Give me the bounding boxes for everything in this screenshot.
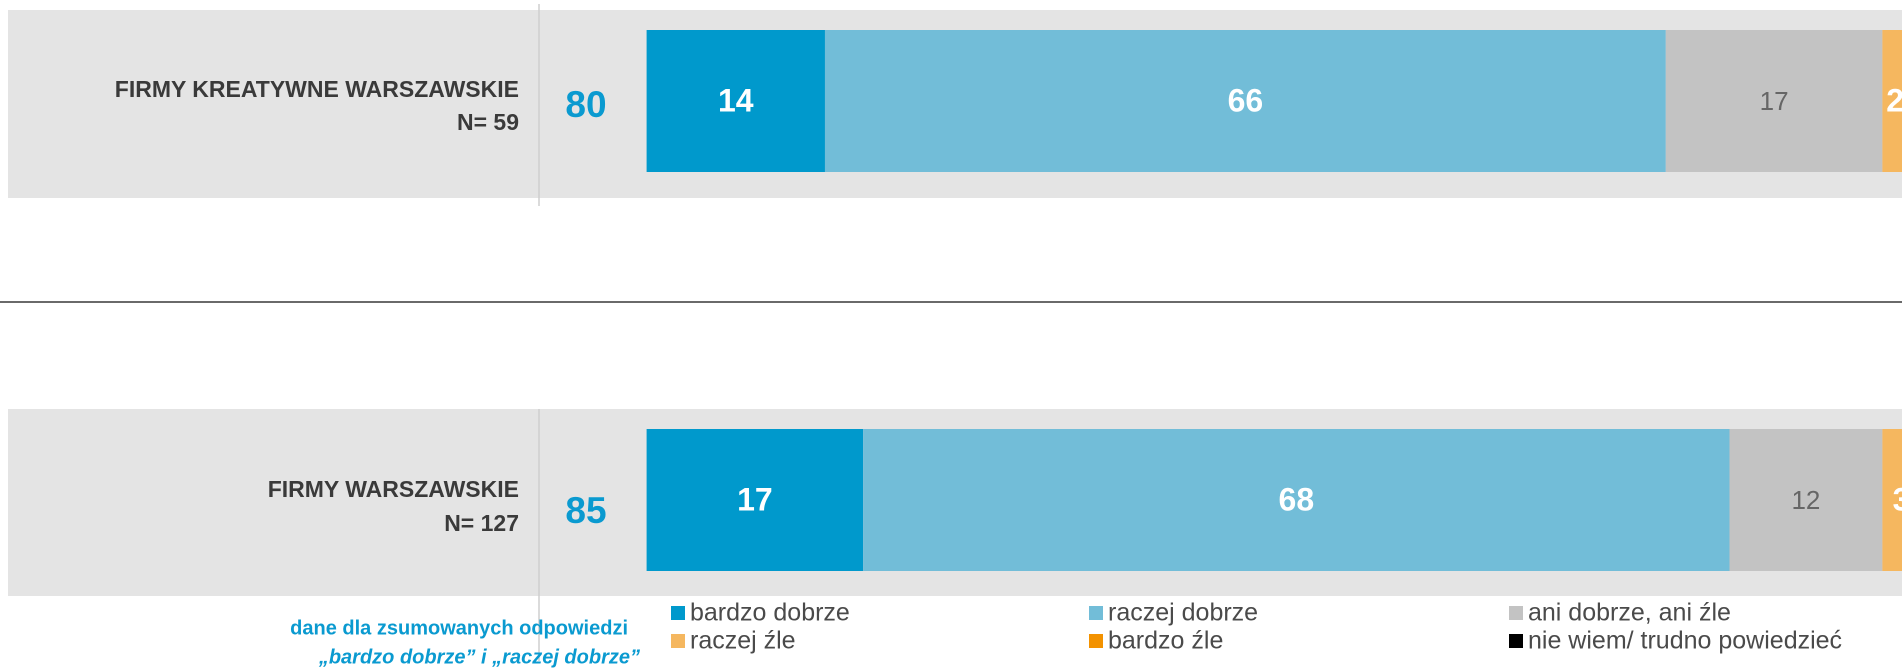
- bar-segment: [863, 429, 1730, 571]
- data-label: 14: [718, 82, 754, 118]
- bar-segment: [646, 30, 825, 172]
- note: „bardzo dobrze” i „raczej dobrze”: [318, 646, 640, 668]
- legend-swatch: [671, 606, 685, 620]
- note: dane dla zsumowanych odpowiedzi: [290, 617, 628, 639]
- bar-segment: [1729, 429, 1883, 571]
- data-label: 17: [737, 481, 773, 517]
- legend-label: ani dobrze, ani źle: [1528, 599, 1731, 627]
- bar-segment: [1882, 30, 1902, 172]
- legend-label: nie wiem/ trudno powiedzieć: [1528, 627, 1842, 655]
- category-label: FIRMY WARSZAWSKIE: [268, 476, 519, 502]
- legend-swatch: [1509, 634, 1523, 648]
- legend-label: bardzo źle: [1108, 627, 1223, 655]
- legend-swatch: [1509, 606, 1523, 620]
- legend-label: raczej źle: [690, 627, 796, 655]
- category-label: FIRMY KREATYWNE WARSZAWSKIE: [115, 76, 519, 102]
- bar-segment: [1882, 429, 1902, 571]
- n-label: N= 127: [444, 510, 519, 536]
- legend-swatch: [1089, 634, 1103, 648]
- bar-segment: [824, 30, 1666, 172]
- total-label: 80: [565, 84, 606, 125]
- data-label: 68: [1279, 481, 1315, 517]
- total-label: 85: [565, 490, 606, 531]
- data-label: 3: [1893, 481, 1902, 517]
- n-label: N= 59: [457, 109, 519, 135]
- data-label: 12: [1791, 485, 1820, 515]
- bar-segment: [646, 429, 864, 571]
- legend-swatch: [1089, 606, 1103, 620]
- data-label: 2: [1886, 82, 1902, 118]
- bar-segment: [1665, 30, 1883, 172]
- legend-label: bardzo dobrze: [690, 599, 850, 627]
- legend-swatch: [671, 634, 685, 648]
- data-label: 66: [1228, 82, 1264, 118]
- legend-label: raczej dobrze: [1108, 599, 1258, 627]
- data-label: 17: [1760, 86, 1789, 116]
